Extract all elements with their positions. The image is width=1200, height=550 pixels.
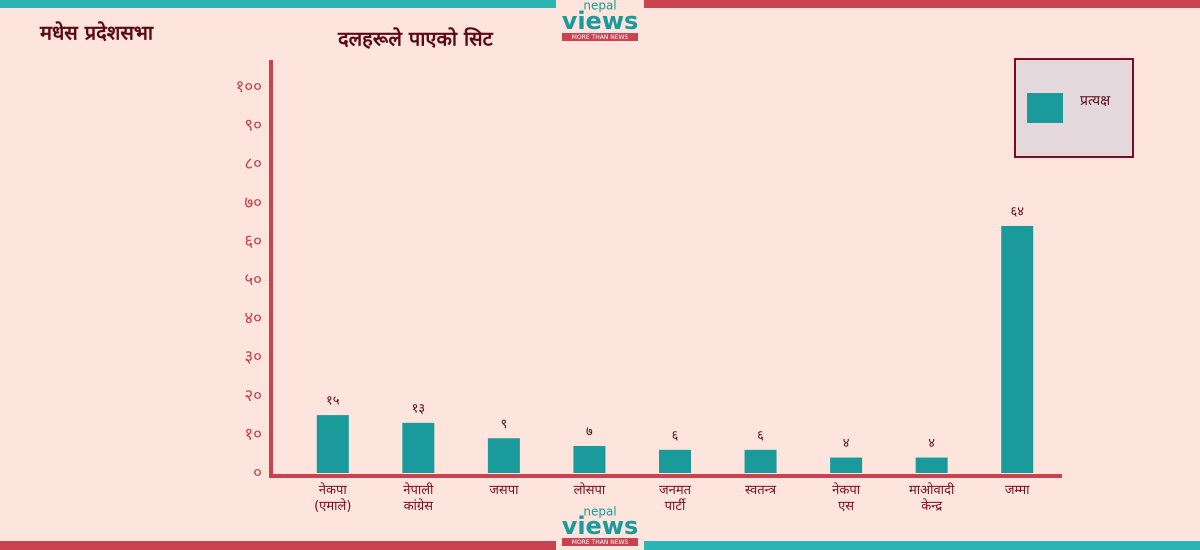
x-tick-label: लोसपा <box>573 483 606 498</box>
y-tick-label: १०० <box>235 77 262 97</box>
value-label: ४ <box>928 436 935 451</box>
logo: nepal views MORE THAN NEWS <box>562 505 639 546</box>
chart-title: दलहरूले पाएको सिट <box>337 27 494 51</box>
bar <box>659 449 691 473</box>
y-tick-label: १० <box>244 424 262 444</box>
top-bar-right <box>644 0 1200 8</box>
y-tick-label: ९० <box>244 116 262 136</box>
bottom-bar-left <box>0 541 556 550</box>
x-tick-label: नेकपा एस <box>832 483 861 514</box>
value-label: ९ <box>501 417 508 432</box>
x-tick-label: स्वतन्त्र <box>744 483 777 498</box>
value-label: १५ <box>326 394 340 409</box>
value-label: ४ <box>843 436 850 451</box>
legend-label: प्रत्यक्ष <box>1080 93 1111 109</box>
bar <box>316 415 349 473</box>
y-tick-label: २० <box>244 386 262 406</box>
y-tick-label: ० <box>253 463 262 483</box>
bottom-bar-right <box>644 541 1200 550</box>
bar <box>402 422 435 473</box>
x-tick-label: जनमत पार्टी <box>658 483 692 514</box>
y-tick-label: ६० <box>244 231 262 251</box>
logo-strip <box>562 33 638 41</box>
value-label: ६ <box>757 428 764 443</box>
logo-tagline: MORE THAN NEWS <box>572 539 629 546</box>
value-label: ६४ <box>1010 204 1024 219</box>
bar <box>744 449 777 473</box>
y-tick-label: ७० <box>244 193 262 213</box>
y-tick-label: ४० <box>244 309 262 329</box>
x-tick-label: जम्मा <box>1004 483 1030 498</box>
bar <box>1001 225 1034 473</box>
logo-top: nepal <box>583 505 616 519</box>
bar <box>573 445 606 473</box>
logo: nepal views MORE THAN NEWS <box>562 0 639 41</box>
top-bar-left <box>0 0 556 8</box>
x-tick-label: नेपाली कांग्रेस <box>403 483 434 514</box>
logo-main: views <box>562 7 639 35</box>
value-label: ६ <box>672 428 679 443</box>
subtitle: मधेस प्रदेशसभा <box>39 21 154 45</box>
y-tick-label: ३० <box>244 347 262 367</box>
value-label: ७ <box>586 424 593 439</box>
logo-top: nepal <box>583 0 616 13</box>
bar <box>830 457 863 473</box>
x-tick-label: नेकपा (एमाले) <box>314 483 352 514</box>
bar <box>487 438 520 473</box>
logo-main: views <box>562 512 639 540</box>
x-tick-label: माओवादी केन्द्र <box>909 483 955 514</box>
x-tick-label: जसपा <box>489 483 519 498</box>
value-label: १३ <box>412 401 426 416</box>
legend-swatch <box>1027 93 1063 123</box>
y-tick-label: ८० <box>244 154 262 174</box>
y-tick-label: ५० <box>244 270 262 290</box>
bar <box>915 457 948 473</box>
logo-strip <box>562 538 638 546</box>
logo-tagline: MORE THAN NEWS <box>572 34 629 41</box>
